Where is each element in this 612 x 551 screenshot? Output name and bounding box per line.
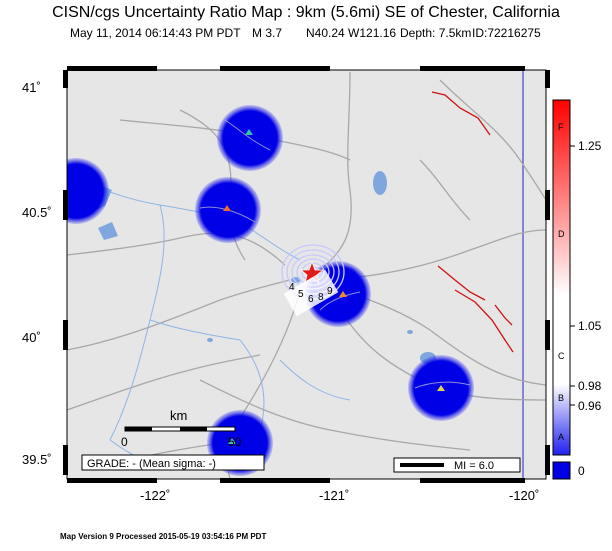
colorbar-gradient — [552, 99, 571, 456]
lon-tick-label: -121˚ — [319, 488, 349, 503]
station-triangle-icon — [339, 291, 347, 297]
colorbar-letter: B — [558, 393, 564, 403]
fault-lines — [431, 91, 514, 353]
lat-tick-label: 39.5˚ — [22, 452, 52, 467]
colorbar-zero-swatch — [552, 461, 571, 480]
colorbar-letter: F — [558, 122, 564, 132]
station-triangle-icon — [245, 129, 253, 135]
seismic-stations — [223, 129, 445, 444]
contour-label: 8 — [318, 292, 324, 303]
colorbar-letter: A — [558, 432, 564, 442]
contour-label: 6 — [308, 294, 314, 305]
contour-label: 5 — [298, 289, 304, 300]
mi-legend-text: MI = 6.0 — [454, 460, 494, 472]
colorbar-value: 0 — [578, 464, 585, 478]
lat-tick-label: 41˚ — [22, 80, 41, 95]
scale-bar: km 0 50 — [121, 408, 242, 449]
colorbar-letter: D — [558, 229, 565, 239]
lon-tick-label: -122˚ — [140, 488, 170, 503]
colorbar-value: 0.96 — [578, 399, 602, 413]
event-id: ID:72216275 — [472, 26, 541, 40]
colorbar-letter: C — [558, 351, 565, 361]
colorbar-value: 1.25 — [578, 139, 602, 153]
event-location: N40.24 W121.16 — [306, 26, 397, 40]
event-magnitude: M 3.7 — [252, 26, 283, 40]
map-title: CISN/cgs Uncertainty Ratio Map : 9km (5.… — [52, 4, 560, 21]
frame-ticks — [63, 66, 550, 483]
mi-legend-box — [393, 457, 521, 473]
scale-max: 50 — [228, 435, 242, 449]
event-depth: Depth: 7.5km — [400, 26, 472, 40]
scale-unit: km — [170, 408, 187, 423]
contour-labels: 4 5 6 8 9 — [283, 269, 339, 317]
colorbar: F D C B A 1.25 1.05 0.98 0.96 0 — [552, 99, 602, 480]
grade-text: GRADE: - (Mean sigma: -) — [87, 458, 216, 470]
scale-zero: 0 — [121, 435, 128, 449]
station-triangle-icon — [223, 205, 231, 211]
station-triangle-icon — [437, 385, 445, 391]
contour-label: 9 — [327, 286, 333, 297]
grade-box — [81, 454, 265, 471]
station-triangle-icon — [228, 438, 236, 444]
contour-label: 4 — [289, 282, 295, 293]
lat-tick-label: 40.5˚ — [22, 205, 52, 220]
lat-tick-label: 40˚ — [22, 330, 41, 345]
colorbar-value: 1.05 — [578, 319, 602, 333]
colorbar-value: 0.98 — [578, 379, 602, 393]
event-datetime: May 11, 2014 06:14:43 PM PDT — [70, 26, 241, 40]
lon-tick-label: -120˚ — [509, 488, 539, 503]
map-footer: Map Version 9 Processed 2015-05-19 03:54… — [60, 532, 267, 541]
